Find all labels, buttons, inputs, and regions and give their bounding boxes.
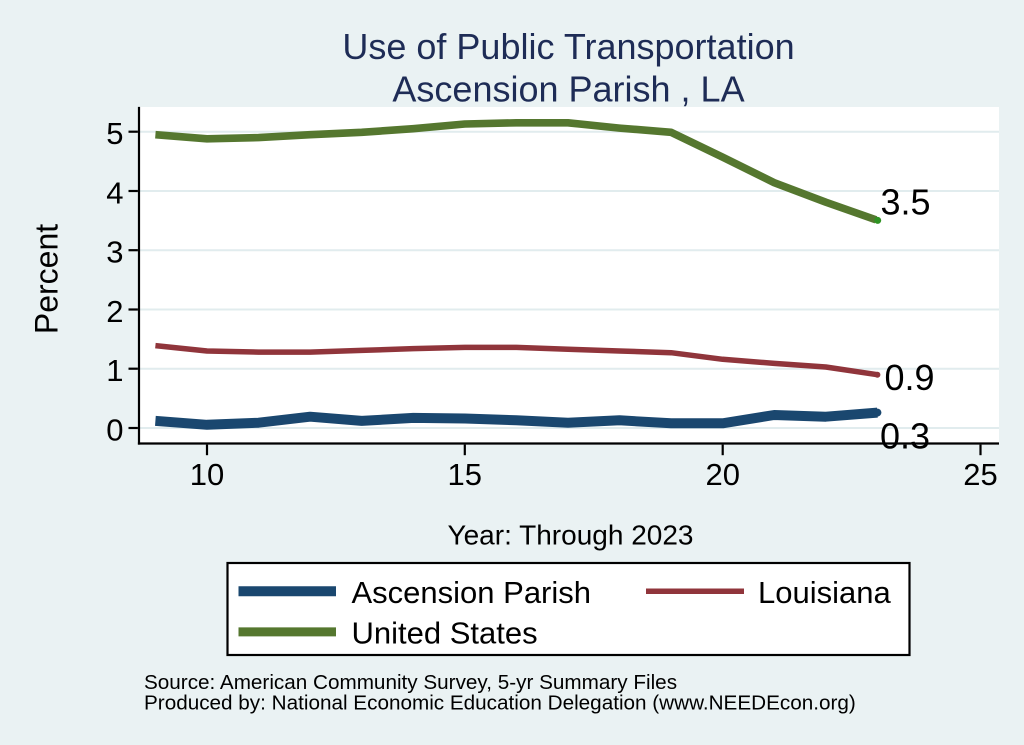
svg-text:15: 15 <box>448 457 482 492</box>
svg-text:3.5: 3.5 <box>881 182 931 223</box>
svg-text:Ascension Parish: Ascension Parish <box>352 575 592 610</box>
svg-text:Produced by: National Economic: Produced by: National Economic Education… <box>144 692 856 715</box>
svg-text:1: 1 <box>106 353 123 388</box>
svg-text:Year: Through 2023: Year: Through 2023 <box>448 520 694 551</box>
svg-text:Source: American Community Sur: Source: American Community Survey, 5-yr … <box>144 671 677 694</box>
svg-text:0: 0 <box>106 413 123 448</box>
svg-text:10: 10 <box>190 457 224 492</box>
svg-text:0.3: 0.3 <box>880 416 930 457</box>
svg-text:20: 20 <box>705 457 739 492</box>
svg-text:5: 5 <box>106 116 123 151</box>
svg-text:Percent: Percent <box>28 224 64 334</box>
svg-text:Louisiana: Louisiana <box>758 575 891 610</box>
svg-text:Ascension Parish , LA: Ascension Parish , LA <box>392 69 744 110</box>
svg-text:Use of Public Transportation: Use of Public Transportation <box>342 26 794 67</box>
svg-text:0.9: 0.9 <box>885 357 935 398</box>
svg-text:United States: United States <box>352 616 538 651</box>
svg-text:4: 4 <box>106 176 123 211</box>
svg-text:2: 2 <box>106 294 123 329</box>
svg-text:3: 3 <box>106 235 123 270</box>
svg-text:25: 25 <box>963 457 997 492</box>
